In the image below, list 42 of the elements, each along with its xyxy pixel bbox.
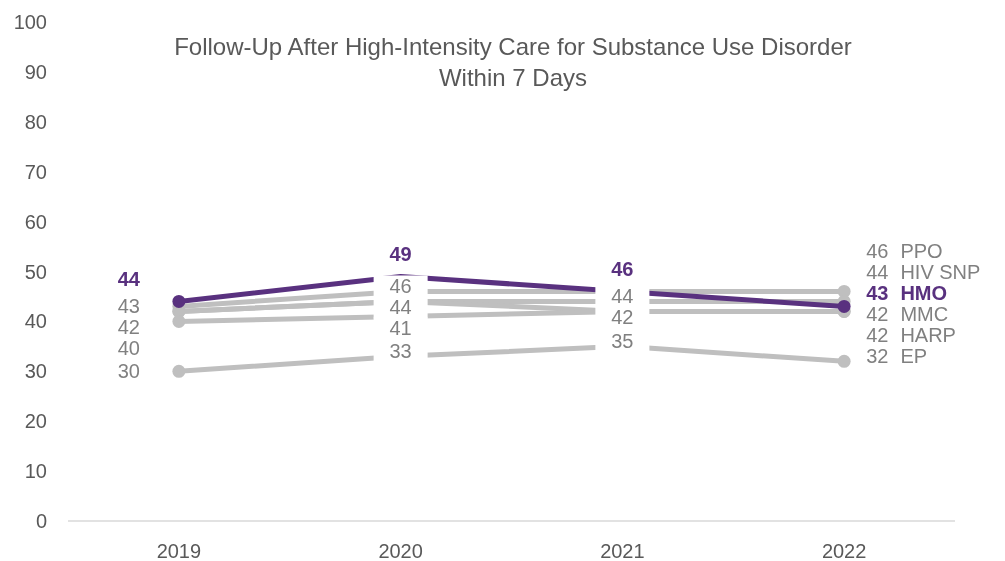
x-tick-label: 2019: [156, 540, 202, 561]
y-tick-label: 90: [24, 60, 47, 83]
data-label: 42: [866, 324, 889, 347]
x-tick-label: 2022: [821, 540, 867, 561]
data-label: 33: [389, 340, 412, 363]
y-tick-label: 60: [24, 210, 47, 233]
data-label: 35: [611, 330, 634, 353]
data-label: 32: [866, 345, 889, 368]
y-tick-label: 100: [13, 11, 47, 33]
data-label: 44: [389, 296, 412, 319]
data-label: 43: [866, 282, 889, 305]
x-tick-label: 2021: [600, 540, 645, 561]
y-tick-label: 50: [24, 260, 47, 283]
data-label: 46: [866, 240, 889, 263]
data-label: 42: [117, 316, 140, 339]
data-label: 44: [611, 285, 634, 308]
text: HARP: [900, 324, 956, 347]
y-tick-label: 20: [24, 410, 47, 433]
text: HIV SNP: [900, 261, 981, 284]
data-label: 44: [866, 261, 889, 284]
y-tick-label: 30: [24, 360, 47, 383]
y-tick-label: 80: [24, 110, 47, 133]
data-label: 40: [117, 337, 140, 360]
x-tick-label: 2020: [378, 540, 423, 561]
y-tick-label: 70: [24, 160, 47, 183]
data-label: 43: [117, 295, 140, 318]
text: HMO: [900, 282, 948, 305]
y-tick-label: 10: [24, 460, 47, 483]
data-label: 49: [389, 243, 412, 266]
text: PPO: [900, 240, 943, 263]
data-label: 42: [866, 303, 889, 326]
text: Follow-Up After High-Intensity Care for Substance Use Disorder Within 7 Days: [174, 33, 852, 91]
data-label: 46: [389, 275, 412, 298]
data-label: 46: [611, 258, 634, 281]
data-label: 42: [611, 306, 634, 329]
data-label: 44: [117, 268, 141, 291]
data-label: 41: [389, 317, 412, 340]
y-tick-label: 40: [24, 310, 47, 333]
data-label: 30: [117, 360, 140, 383]
text: EP: [900, 345, 928, 368]
text: MMC: [900, 303, 949, 326]
y-tick-label: 0: [35, 510, 47, 532]
